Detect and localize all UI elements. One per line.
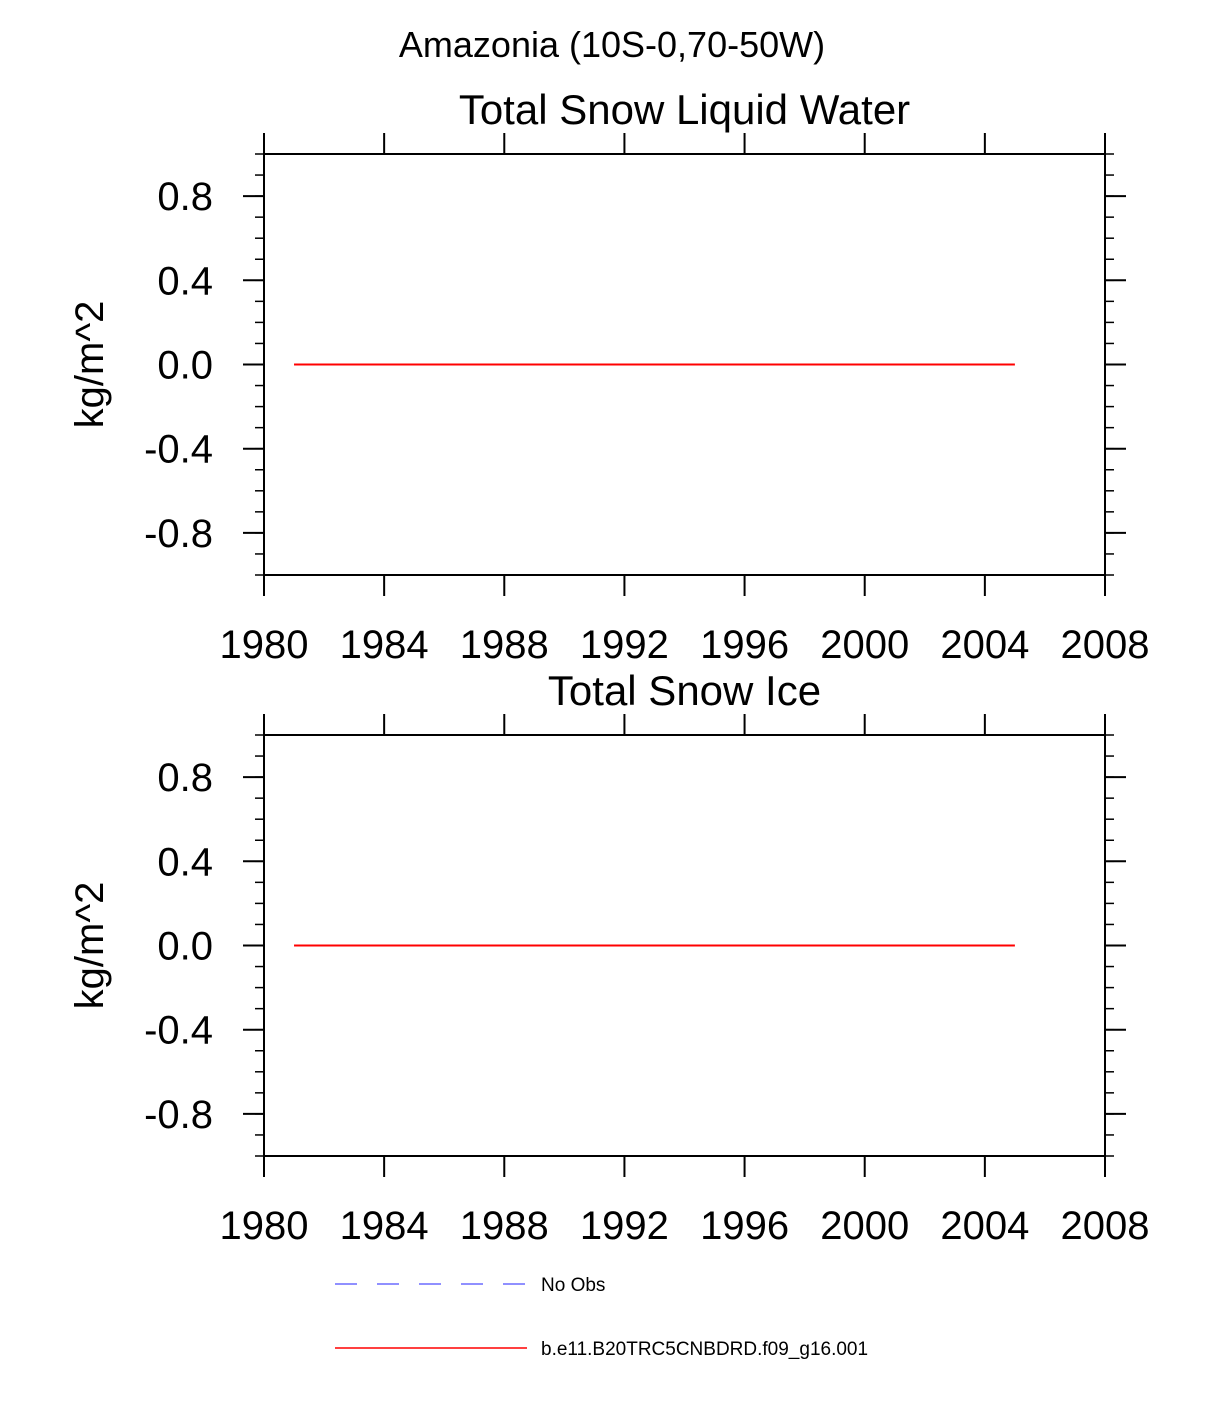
y-tick-label: 0.8	[157, 175, 213, 219]
y-tick-label: 0.4	[157, 840, 213, 884]
y-tick-label: 0.8	[157, 756, 213, 800]
x-tick-label: 2000	[820, 623, 909, 667]
x-tick-label: 1996	[700, 1204, 789, 1248]
legend-label: b.e11.B20TRC5CNBDRD.f09_g16.001	[541, 1339, 868, 1360]
x-tick-label: 2004	[940, 623, 1029, 667]
x-tick-label: 1996	[700, 623, 789, 667]
legend-item: No Obs	[335, 1275, 605, 1296]
x-tick-label: 1992	[580, 623, 669, 667]
main-title: Amazonia (10S-0,70-50W)	[399, 24, 825, 65]
chart-panel-2: Total Snow Ice 1980 1984 1988 1992 1996 2000 20…	[68, 667, 1149, 1248]
y-tick-label: -0.8	[144, 1093, 213, 1137]
x-tick-label: 2008	[1061, 623, 1150, 667]
y-tick-label: 0.0	[157, 344, 213, 388]
y-tick-label: -0.8	[144, 512, 213, 556]
y-tick-label: -0.4	[144, 428, 213, 472]
x-tick-label: 2000	[820, 1204, 909, 1248]
x-tick-label: 1988	[460, 623, 549, 667]
x-tick-label: 1984	[340, 1204, 429, 1248]
chart-panel-1: Total Snow Liquid Water 1980 1984 1988 1992 1…	[68, 86, 1149, 667]
y-tick-label: -0.4	[144, 1009, 213, 1053]
x-tick-label: 1992	[580, 1204, 669, 1248]
chart-title: Total Snow Liquid Water	[459, 86, 910, 133]
x-tick-label: 1980	[220, 623, 309, 667]
y-tick-label: 0.0	[157, 925, 213, 969]
y-axis-label: kg/m^2	[68, 301, 112, 429]
y-axis-label: kg/m^2	[68, 882, 112, 1010]
chart-title: Total Snow Ice	[548, 667, 821, 714]
chart-panels: Total Snow Liquid Water 1980 1984 1988 1992 1…	[68, 86, 1149, 1248]
legend: No Obs b.e11.B20TRC5CNBDRD.f09_g16.001	[335, 1275, 868, 1360]
x-tick-label: 1984	[340, 623, 429, 667]
x-tick-label: 1980	[220, 1204, 309, 1248]
legend-item: b.e11.B20TRC5CNBDRD.f09_g16.001	[335, 1339, 868, 1360]
x-tick-label: 1988	[460, 1204, 549, 1248]
y-tick-label: 0.4	[157, 259, 213, 303]
x-tick-label: 2008	[1061, 1204, 1150, 1248]
legend-label: No Obs	[541, 1275, 605, 1296]
x-tick-label: 2004	[940, 1204, 1029, 1248]
